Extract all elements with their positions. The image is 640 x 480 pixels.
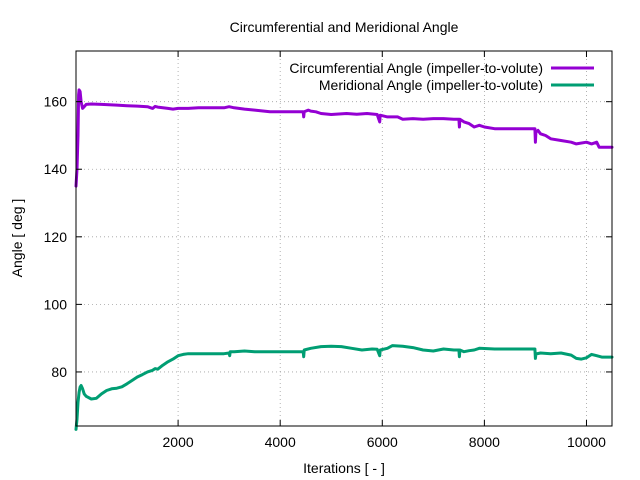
series-line-1 xyxy=(74,344,614,431)
y-tick-label: 80 xyxy=(51,364,67,380)
legend: Circumferential Angle (impeller-to-volut… xyxy=(289,60,594,93)
legend-label-1: Meridional Angle (impeller-to-volute) xyxy=(319,77,543,93)
legend-label-0: Circumferential Angle (impeller-to-volut… xyxy=(289,60,543,76)
grid xyxy=(76,51,612,426)
x-tick-label: 6000 xyxy=(367,434,398,450)
y-tick-label: 100 xyxy=(44,296,68,312)
x-tick-label: 10000 xyxy=(567,434,606,450)
x-tick-label: 2000 xyxy=(163,434,194,450)
y-tick-label: 140 xyxy=(44,161,68,177)
chart-title: Circumferential and Meridional Angle xyxy=(230,19,459,35)
y-tick-label: 120 xyxy=(44,229,68,245)
series-layer xyxy=(74,88,614,431)
x-tick-label: 8000 xyxy=(469,434,500,450)
plot-frame xyxy=(75,50,613,427)
y-tick-label: 160 xyxy=(44,94,68,110)
y-axis-label: Angle [ deg ] xyxy=(9,199,25,278)
series-line-0 xyxy=(74,88,614,188)
x-axis-label: Iterations [ - ] xyxy=(303,460,385,476)
x-tick-label: 4000 xyxy=(265,434,296,450)
axis-ticks: 2000 4000 6000 8000 10000 80 100 120 140 160 xyxy=(44,51,612,450)
